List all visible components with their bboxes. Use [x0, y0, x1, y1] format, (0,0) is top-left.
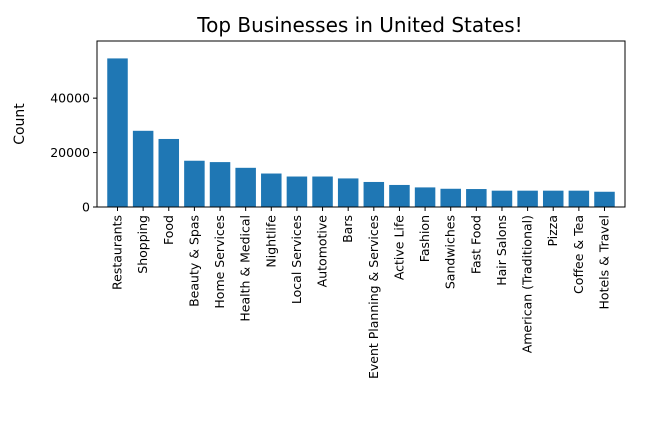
bar	[286, 176, 308, 207]
x-tick-label: Fashion	[417, 215, 432, 262]
x-tick-label: Restaurants	[110, 215, 125, 290]
x-tick-label: Food	[161, 215, 176, 245]
bar	[363, 181, 385, 207]
bar	[235, 167, 256, 207]
y-tick-label: 20000	[50, 145, 90, 160]
x-tick-label: Coffee & Tea	[571, 215, 586, 294]
x-tick-label: Home Services	[212, 215, 227, 309]
x-tick-label: Health & Medical	[238, 215, 253, 322]
y-tick-label: 0	[82, 200, 90, 215]
x-tick-label: Event Planning & Services	[366, 215, 381, 379]
x-tick-label: Sandwiches	[443, 215, 458, 289]
bar	[132, 130, 154, 207]
x-tick-label: Local Services	[289, 215, 304, 304]
x-tick-label: Pizza	[545, 215, 560, 247]
bar	[107, 58, 128, 207]
x-tick-label: Bars	[340, 215, 355, 243]
chart-title: Top Businesses in United States!	[196, 13, 522, 37]
bar	[517, 190, 538, 207]
bars-group	[107, 58, 615, 207]
bar	[158, 138, 180, 207]
bar	[261, 173, 282, 207]
bar	[440, 188, 461, 207]
x-tick-label: Hotels & Travel	[596, 215, 611, 309]
bar	[209, 162, 231, 207]
bar	[542, 190, 564, 207]
bar	[312, 176, 333, 207]
x-tick-label: Active Life	[391, 215, 406, 280]
y-axis-label: Count	[12, 103, 28, 145]
y-tick-label: 40000	[50, 91, 90, 106]
x-axis-ticks: Restaurants Shopping Food Beauty & Spas Home…	[110, 207, 611, 379]
x-tick-label: American (Traditional)	[520, 215, 535, 353]
x-tick-label: Shopping	[135, 215, 150, 274]
x-tick-label: Beauty & Spas	[186, 215, 201, 307]
bar	[184, 160, 205, 207]
bar	[568, 190, 590, 207]
bar	[594, 191, 615, 207]
bar	[414, 187, 436, 207]
bar	[466, 189, 487, 207]
y-axis-ticks: 0 20000 40000	[50, 91, 97, 215]
bar	[491, 190, 513, 207]
bar	[389, 184, 410, 207]
x-tick-label: Hair Salons	[494, 215, 509, 286]
x-tick-label: Automotive	[315, 215, 330, 288]
plot-frame	[96, 40, 626, 208]
x-tick-label: Fast Food	[468, 215, 483, 274]
x-tick-label: Nightlife	[263, 215, 278, 268]
bar	[337, 178, 359, 207]
